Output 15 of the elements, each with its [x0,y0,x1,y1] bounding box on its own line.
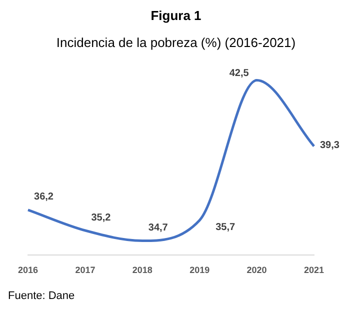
data-label: 35,2 [91,212,112,224]
x-tick-label: 2019 [190,265,210,276]
data-label: 42,5 [229,68,250,80]
x-tick-label: 2020 [246,265,267,276]
x-tick-label: 2018 [132,265,152,276]
chart-title: Figura 1 [150,8,202,23]
x-tick-label: 2017 [75,265,96,276]
chart-subtitle: Incidencia de la pobreza (%) (2016-2021) [55,35,297,50]
data-label: 35,7 [216,222,236,233]
data-label: 39,3 [320,140,340,151]
x-tick-label: 2016 [18,265,38,276]
data-label: 36,2 [34,192,54,203]
source-note: Fuente: Dane [8,290,76,302]
x-tick-label: 2021 [304,265,324,276]
data-label: 34,7 [148,222,168,234]
